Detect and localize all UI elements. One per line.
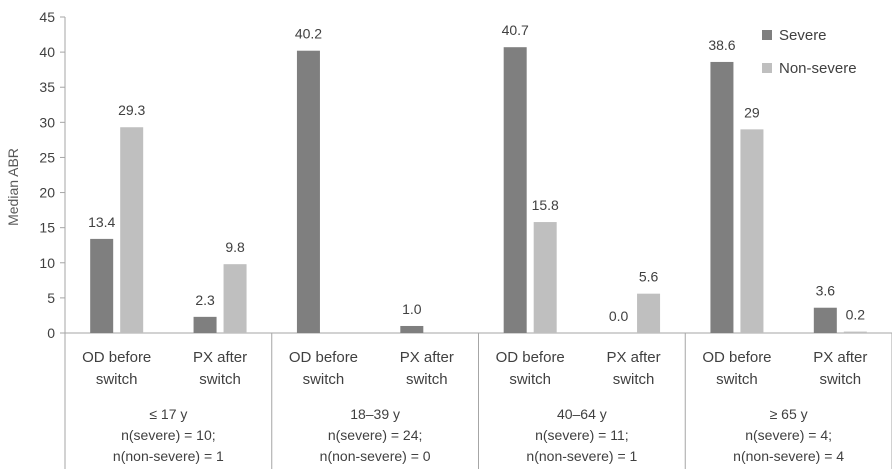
bar-severe-6 [710, 61, 734, 333]
bar-severe-2 [296, 50, 320, 333]
data-label: 29 [744, 104, 760, 120]
legend-label: Severe [779, 27, 827, 44]
data-label: 13.4 [88, 214, 115, 230]
legend-swatch [762, 63, 772, 73]
y-tick-label: 15 [39, 220, 55, 236]
data-label: 40.2 [295, 26, 322, 42]
x-group-label: ≥ 65 y n(severe) = 4; n(non-severe) = 4 [733, 406, 844, 464]
data-label: 29.3 [118, 102, 145, 118]
legend-label: Non-severe [779, 60, 857, 77]
x-group-label: 40–64 y n(severe) = 11; n(non-severe) = 1 [526, 406, 637, 464]
y-tick-label: 25 [39, 149, 55, 165]
data-label: 2.3 [195, 292, 215, 308]
bar-severe-1 [193, 316, 217, 333]
bar-severe-4 [503, 47, 527, 333]
y-tick-label: 40 [39, 44, 55, 60]
x-axis-layer: OD before switch PX after switch OD before sw… [64, 333, 892, 469]
data-label: 1.0 [402, 301, 422, 317]
x-category-label: OD before switch [702, 349, 771, 388]
y-tick-label: 5 [47, 290, 55, 306]
x-category-label: OD before switch [496, 349, 565, 388]
bar-non-severe-1 [223, 264, 247, 333]
bar-non-severe-6 [740, 129, 764, 333]
y-axis-title: Median ABR [5, 148, 21, 226]
data-label: 38.6 [708, 37, 735, 53]
data-label: 15.8 [532, 197, 559, 213]
bar-non-severe-7 [843, 331, 867, 333]
x-group-label: 18–39 y n(severe) = 24; n(non-severe) = 0 [320, 406, 431, 464]
x-category-label: PX after switch [400, 349, 454, 388]
legend: Severe Non-severe [762, 27, 857, 77]
data-label: 3.6 [816, 283, 836, 299]
y-tick-label: 35 [39, 79, 55, 95]
y-tick-label: 30 [39, 114, 55, 130]
bar-non-severe-0 [120, 127, 144, 333]
x-category-label: PX after switch [606, 349, 660, 388]
y-tick-label: 10 [39, 255, 55, 271]
bar-non-severe-4 [533, 222, 557, 333]
data-label: 9.8 [225, 239, 245, 255]
bar-non-severe-5 [637, 293, 661, 333]
legend-swatch [762, 30, 772, 40]
data-labels-layer: 13.4 2.3 40.2 1.0 40.7 0.0 38.6 3.6 29.3 9.8 15.8 5… [88, 22, 865, 324]
y-tick-label: 20 [39, 185, 55, 201]
x-category-label: OD before switch [289, 349, 358, 388]
bars-layer [90, 47, 867, 333]
data-label: 0.0 [609, 308, 629, 324]
y-tick-label: 45 [39, 9, 55, 25]
x-category-label: PX after switch [193, 349, 247, 388]
data-label: 5.6 [639, 269, 659, 285]
data-label: 0.2 [846, 307, 866, 323]
y-tick-label: 0 [47, 325, 55, 341]
bar-severe-7 [813, 307, 837, 333]
x-group-label: ≤ 17 y n(severe) = 10; n(non-severe) = 1 [113, 406, 224, 464]
axes-layer: 0 5 10 15 20 25 30 35 40 45 [39, 9, 892, 341]
bar-severe-0 [90, 238, 114, 333]
x-category-label: PX after switch [813, 349, 867, 388]
x-category-label: OD before switch [82, 349, 151, 388]
data-label: 40.7 [502, 22, 529, 38]
bar-severe-3 [400, 325, 424, 333]
